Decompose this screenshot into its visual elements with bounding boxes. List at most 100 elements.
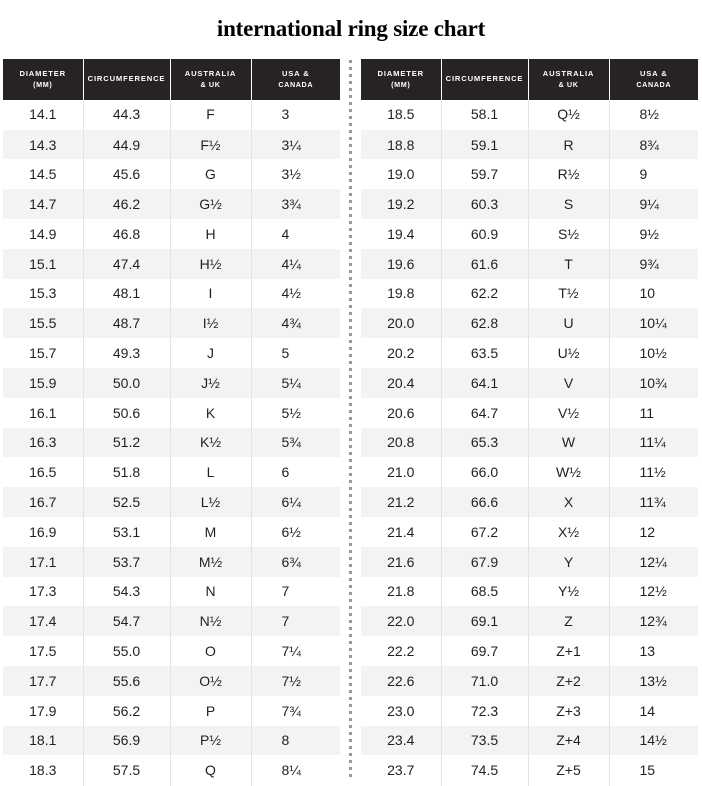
cell-circumference: 55.0 xyxy=(83,636,171,666)
cell-usa-canada: 5½ xyxy=(251,397,340,428)
cell-circumference: 44.3 xyxy=(83,99,171,130)
cell-circumference: 72.3 xyxy=(441,695,529,726)
cell-usa-canada: 4¼ xyxy=(251,248,340,279)
cell-australia-uk: Q xyxy=(170,755,252,786)
cell-usa-canada: 12½ xyxy=(609,576,698,607)
cell-australia-uk: H xyxy=(170,219,252,249)
cell-diameter: 20.0 xyxy=(361,308,442,339)
cell-diameter: 16.1 xyxy=(3,397,84,428)
cell-diameter: 23.7 xyxy=(361,755,442,786)
cell-australia-uk: R xyxy=(528,129,610,160)
cell-usa-canada: 14 xyxy=(609,695,698,726)
cell-circumference: 66.0 xyxy=(441,457,529,488)
cell-usa-canada: 7 xyxy=(251,606,340,637)
cell-australia-uk: K½ xyxy=(170,427,252,458)
cell-circumference: 59.7 xyxy=(441,159,529,190)
cell-circumference: 62.2 xyxy=(441,278,529,309)
cell-australia-uk: P xyxy=(170,695,252,726)
table-row: 21.2 66.6 X 11¾ xyxy=(361,487,698,517)
table-row: 23.7 74.5 Z+5 15 xyxy=(361,755,698,786)
table-row: 20.8 65.3 W 11¼ xyxy=(361,427,698,458)
cell-usa-canada: 6¾ xyxy=(251,546,340,577)
cell-diameter: 18.3 xyxy=(3,755,84,786)
cell-australia-uk: P½ xyxy=(170,725,252,756)
column-header-usa-canada: USA & CANADA xyxy=(609,58,698,100)
cell-australia-uk: H½ xyxy=(170,248,252,279)
cell-diameter: 14.5 xyxy=(3,159,84,190)
cell-australia-uk: R½ xyxy=(528,159,610,190)
cell-circumference: 55.6 xyxy=(83,665,171,696)
cell-usa-canada: 3½ xyxy=(251,159,340,190)
cell-diameter: 20.4 xyxy=(361,367,442,398)
cell-australia-uk: Y½ xyxy=(528,576,610,607)
vertical-dotted-divider xyxy=(349,59,352,778)
cell-usa-canada: 10¼ xyxy=(609,308,698,339)
cell-diameter: 20.6 xyxy=(361,397,442,428)
table-row: 21.6 67.9 Y 12¼ xyxy=(361,546,698,577)
cell-australia-uk: T xyxy=(528,248,610,279)
table-row: 18.3 57.5 Q 8¼ xyxy=(3,755,340,786)
cell-usa-canada: 12 xyxy=(609,516,698,547)
column-header-australia-uk-line1: AUSTRALIA xyxy=(542,68,595,78)
column-header-australia-uk-line1: AUSTRALIA xyxy=(184,68,237,78)
ring-size-table-left-panel: DIAMETER (mm) CIRCUMFERENCE AUSTRALIA & … xyxy=(3,58,340,786)
cell-diameter: 23.0 xyxy=(361,695,442,726)
cell-diameter: 22.6 xyxy=(361,665,442,696)
cell-usa-canada: 5 xyxy=(251,338,340,368)
cell-diameter: 15.1 xyxy=(3,248,84,279)
cell-circumference: 74.5 xyxy=(441,755,529,786)
column-header-usa-canada-line1: USA & xyxy=(281,68,310,78)
cell-circumference: 65.3 xyxy=(441,427,529,458)
cell-australia-uk: Z+5 xyxy=(528,755,610,786)
cell-circumference: 48.7 xyxy=(83,308,171,339)
cell-australia-uk: Z+1 xyxy=(528,636,610,666)
table-row: 15.3 48.1 I 4½ xyxy=(3,278,340,309)
cell-usa-canada: 12¾ xyxy=(609,606,698,637)
cell-usa-canada: 5¼ xyxy=(251,367,340,398)
table-row: 16.1 50.6 K 5½ xyxy=(3,397,340,428)
cell-australia-uk: W½ xyxy=(528,457,610,488)
cell-diameter: 19.8 xyxy=(361,278,442,309)
cell-usa-canada: 8¼ xyxy=(251,755,340,786)
table-header-left: DIAMETER (mm) CIRCUMFERENCE AUSTRALIA & … xyxy=(3,58,340,100)
table-row: 17.9 56.2 P 7¾ xyxy=(3,695,340,726)
cell-usa-canada: 11½ xyxy=(609,457,698,488)
table-row: 14.5 45.6 G 3½ xyxy=(3,159,340,190)
cell-diameter: 17.3 xyxy=(3,576,84,607)
cell-australia-uk: G½ xyxy=(170,189,252,219)
cell-diameter: 14.7 xyxy=(3,189,84,219)
cell-diameter: 15.7 xyxy=(3,338,84,368)
cell-usa-canada: 7¾ xyxy=(251,695,340,726)
column-header-usa-canada-line2: CANADA xyxy=(636,79,672,89)
cell-diameter: 17.4 xyxy=(3,606,84,637)
cell-australia-uk: V½ xyxy=(528,397,610,428)
cell-usa-canada: 10¾ xyxy=(609,367,698,398)
table-row: 17.7 55.6 O½ 7½ xyxy=(3,665,340,696)
table-row: 19.8 62.2 T½ 10 xyxy=(361,278,698,309)
cell-diameter: 16.3 xyxy=(3,427,84,458)
table-row: 14.9 46.8 H 4 xyxy=(3,219,340,249)
table-row: 15.7 49.3 J 5 xyxy=(3,338,340,368)
table-row: 21.8 68.5 Y½ 12½ xyxy=(361,576,698,607)
table-row: 21.4 67.2 X½ 12 xyxy=(361,516,698,547)
cell-circumference: 61.6 xyxy=(441,248,529,279)
table-row: 15.1 47.4 H½ 4¼ xyxy=(3,248,340,279)
cell-diameter: 16.9 xyxy=(3,516,84,547)
cell-usa-canada: 6 xyxy=(251,457,340,488)
cell-usa-canada: 9¼ xyxy=(609,189,698,219)
cell-australia-uk: I xyxy=(170,278,252,309)
cell-australia-uk: S½ xyxy=(528,219,610,249)
cell-circumference: 48.1 xyxy=(83,278,171,309)
cell-usa-canada: 11¼ xyxy=(609,427,698,458)
tables-container: DIAMETER (mm) CIRCUMFERENCE AUSTRALIA & … xyxy=(0,58,702,786)
cell-circumference: 73.5 xyxy=(441,725,529,756)
table-header-row: DIAMETER (mm) CIRCUMFERENCE AUSTRALIA & … xyxy=(3,58,340,100)
cell-usa-canada: 3¾ xyxy=(251,189,340,219)
ring-size-table-left: DIAMETER (mm) CIRCUMFERENCE AUSTRALIA & … xyxy=(3,58,340,786)
cell-diameter: 22.0 xyxy=(361,606,442,637)
table-row: 22.0 69.1 Z 12¾ xyxy=(361,606,698,637)
cell-diameter: 20.8 xyxy=(361,427,442,458)
column-header-circumference: CIRCUMFERENCE xyxy=(441,58,529,100)
table-row: 18.5 58.1 Q½ 8½ xyxy=(361,99,698,130)
table-row: 19.2 60.3 S 9¼ xyxy=(361,189,698,219)
